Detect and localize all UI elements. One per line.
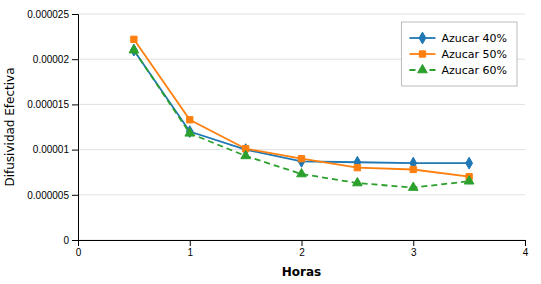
point xyxy=(297,168,307,176)
x-axis-title: Horas xyxy=(282,265,321,279)
tick: 0.00002 xyxy=(33,54,78,65)
tick-mark xyxy=(72,104,78,105)
tick: 2 xyxy=(299,240,305,258)
legend-marker xyxy=(419,32,426,44)
point xyxy=(129,45,139,53)
tick: 0 xyxy=(76,240,82,258)
grid-line xyxy=(78,104,525,105)
point xyxy=(464,176,474,184)
tick-mark xyxy=(72,195,78,196)
legend: Azucar 40% Azucar 50% Azucar 60% xyxy=(401,22,517,86)
plot-area: 0 1 2 3 4 0 0.000005 0.00001 0.000015 0.00002 0.00… xyxy=(27,9,528,258)
tick-label: 0.00002 xyxy=(33,54,70,65)
legend-label: Azucar 60% xyxy=(441,64,507,77)
grid-line xyxy=(78,194,525,195)
tick-label: 1 xyxy=(187,247,193,258)
tick-label: 0.000015 xyxy=(27,99,69,110)
y-axis: 0 0.000005 0.00001 0.000015 0.00002 0.000025 xyxy=(27,9,78,246)
tick: 0.000005 xyxy=(27,190,78,201)
grid-line xyxy=(78,149,525,150)
point xyxy=(466,157,473,169)
tick-mark xyxy=(72,14,78,15)
tick-mark xyxy=(413,240,414,246)
tick: 4 xyxy=(523,240,529,258)
tick-label: 4 xyxy=(523,247,529,258)
tick-mark xyxy=(72,59,78,60)
legend-box xyxy=(401,22,517,86)
tick-label: 0.000025 xyxy=(27,9,69,20)
point xyxy=(410,166,416,172)
tick-mark xyxy=(302,240,303,246)
tick-mark xyxy=(190,240,191,246)
point xyxy=(241,150,251,158)
tick-label: 0.000005 xyxy=(27,190,69,201)
tick: 1 xyxy=(187,240,193,258)
tick-mark xyxy=(72,240,78,241)
legend-item: Azucar 50% xyxy=(409,48,507,61)
tick-label: 0 xyxy=(63,235,69,246)
point xyxy=(298,155,305,167)
legend-marker xyxy=(419,51,425,57)
tick-mark xyxy=(72,150,78,151)
point xyxy=(298,155,304,161)
tick: 0.000015 xyxy=(27,99,78,110)
chart: 0 1 2 3 4 0 0.000005 0.00001 0.000015 0.00002 0.00… xyxy=(0,0,541,284)
grid xyxy=(78,14,525,240)
tick: 0.000025 xyxy=(27,9,78,20)
legend-marker xyxy=(418,64,428,72)
tick-label: 2 xyxy=(299,247,305,258)
point xyxy=(187,117,193,123)
legend-item: Azucar 60% xyxy=(409,64,507,77)
tick: 0 xyxy=(63,235,78,246)
point xyxy=(185,128,195,136)
axis-line xyxy=(79,241,526,247)
legend-label: Azucar 50% xyxy=(441,48,507,61)
legend-item: Azucar 40% xyxy=(409,32,507,45)
axis-line xyxy=(72,15,79,241)
point xyxy=(408,182,418,190)
x-axis: 0 1 2 3 4 xyxy=(76,240,529,258)
point xyxy=(131,36,137,42)
tick-label: 3 xyxy=(411,247,417,258)
point xyxy=(353,177,363,185)
tick: 0.00001 xyxy=(33,144,78,155)
series-line xyxy=(134,50,469,187)
tick-label: 0 xyxy=(76,247,82,258)
legend-label: Azucar 40% xyxy=(441,32,507,45)
point xyxy=(354,165,360,171)
tick: 3 xyxy=(411,240,417,258)
tick-label: 0.00001 xyxy=(33,144,70,155)
grid-line xyxy=(78,14,525,15)
y-axis-title: Difusividad Efectiva xyxy=(3,67,17,186)
tick-mark xyxy=(525,240,526,246)
